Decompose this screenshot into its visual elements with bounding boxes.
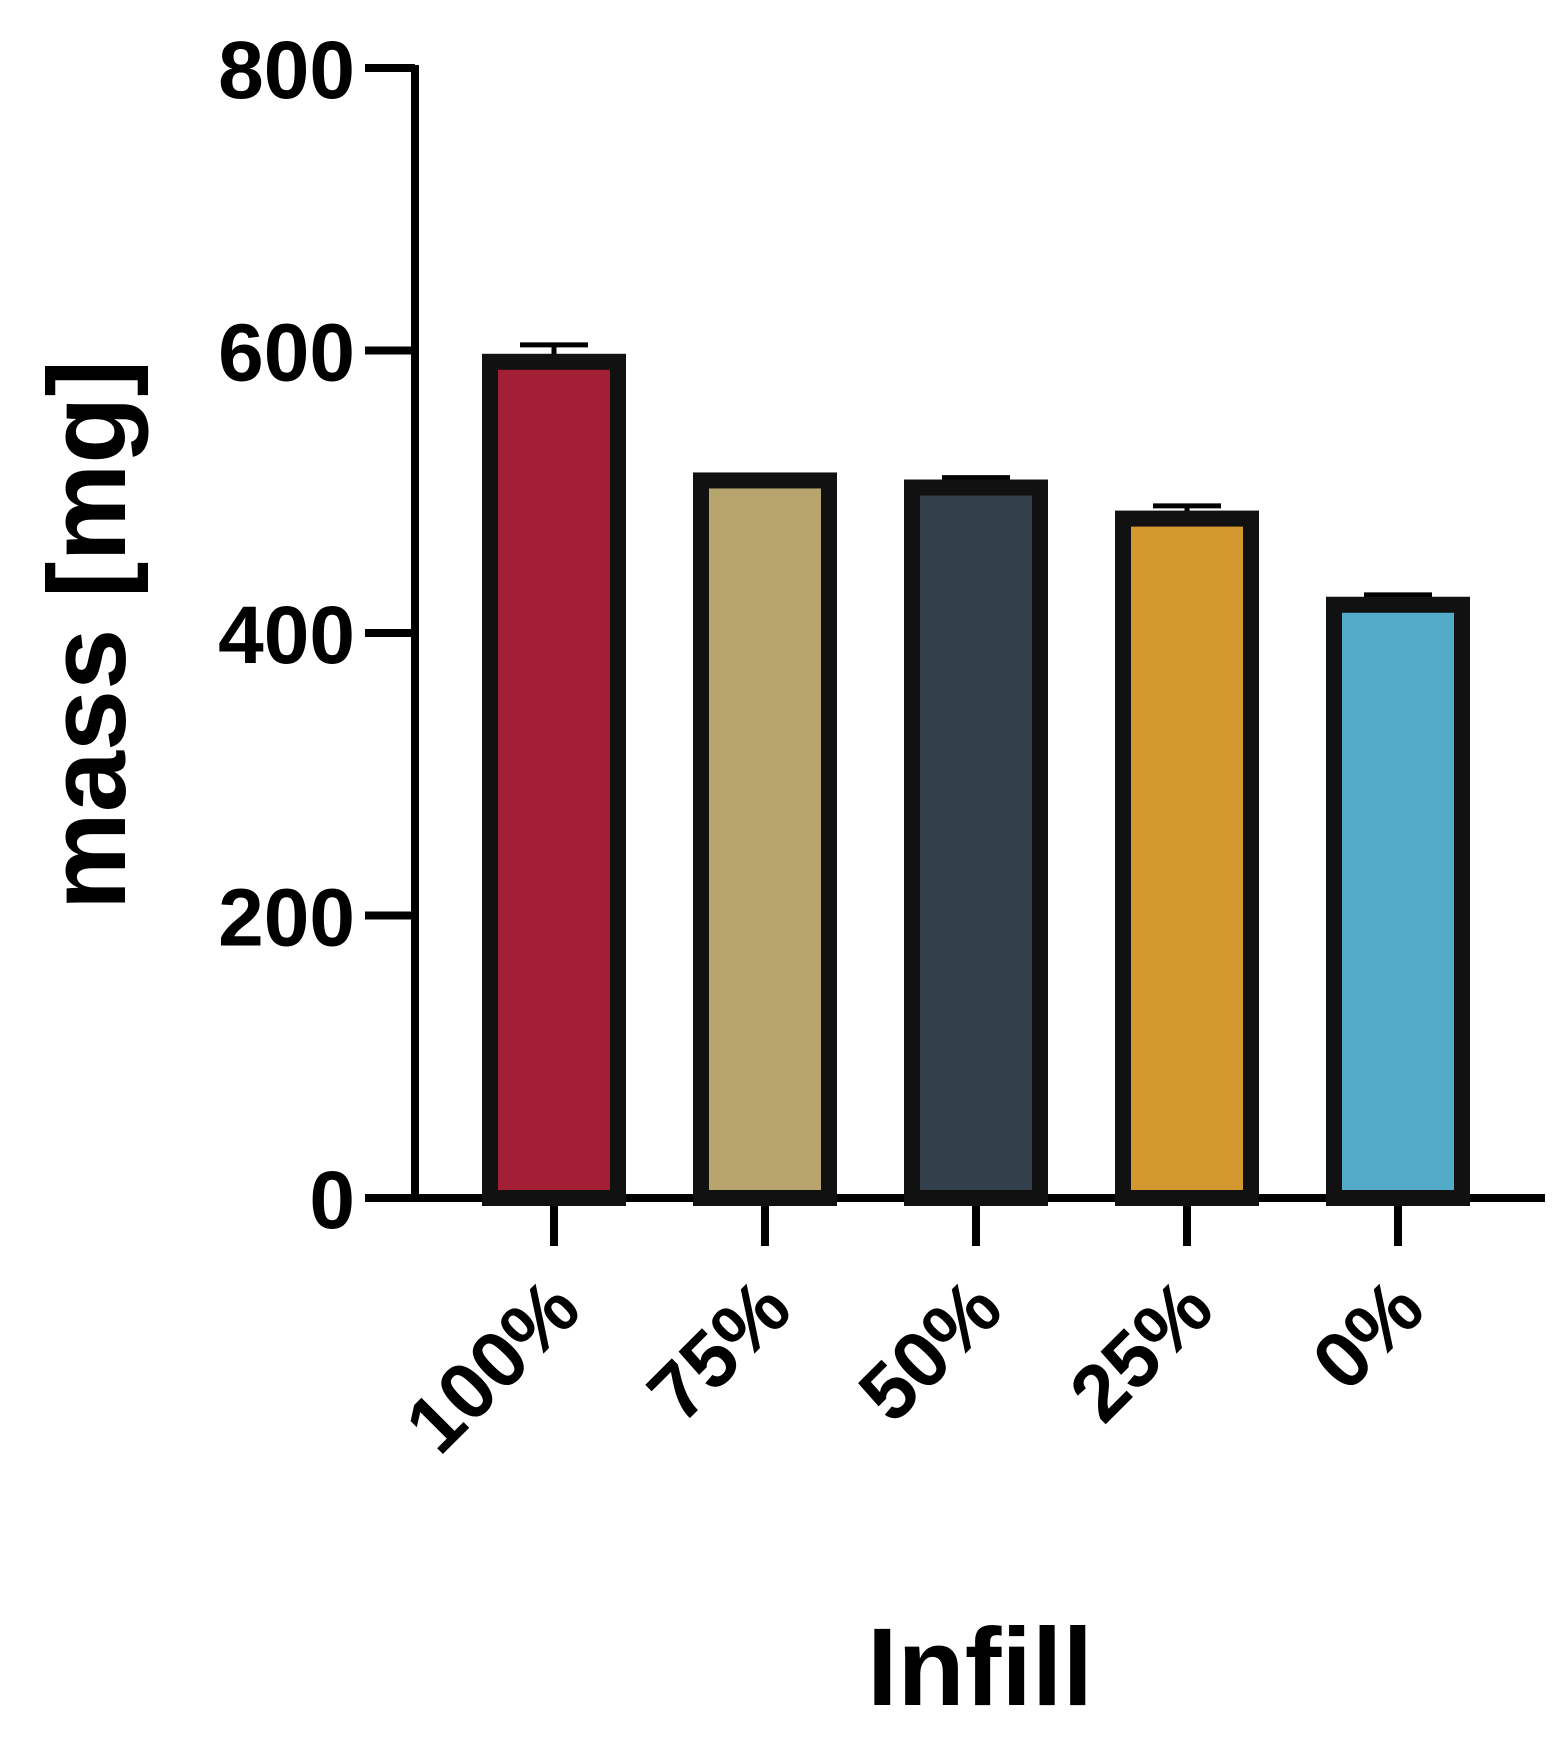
y-tick-label: 200 — [218, 873, 355, 964]
y-tick-label: 800 — [218, 25, 355, 116]
bar-75pct — [693, 472, 837, 1206]
bars — [482, 342, 1470, 1206]
x-tick-label: 25% — [1053, 1262, 1229, 1438]
y-axis-title: mass [mg] — [26, 360, 149, 910]
x-tick-label: 100% — [388, 1262, 596, 1470]
y-axis: 0 200 400 600 800 — [218, 25, 419, 1246]
bar-0pct — [1326, 596, 1470, 1206]
y-tick-label: 400 — [218, 590, 355, 681]
bar-50pct — [904, 479, 1048, 1206]
bar-25pct — [1115, 510, 1259, 1206]
x-tick-label: 0% — [1295, 1262, 1440, 1407]
bar-100pct — [482, 353, 626, 1206]
y-tick-label: 0 — [309, 1155, 355, 1246]
x-tick-label: 50% — [842, 1262, 1018, 1438]
x-tick-labels: 100% 75% 50% 25% 0% — [388, 1262, 1440, 1470]
y-tick-label: 600 — [218, 308, 355, 399]
x-tick-label: 75% — [631, 1262, 807, 1438]
x-axis-title: Infill — [867, 1606, 1093, 1729]
